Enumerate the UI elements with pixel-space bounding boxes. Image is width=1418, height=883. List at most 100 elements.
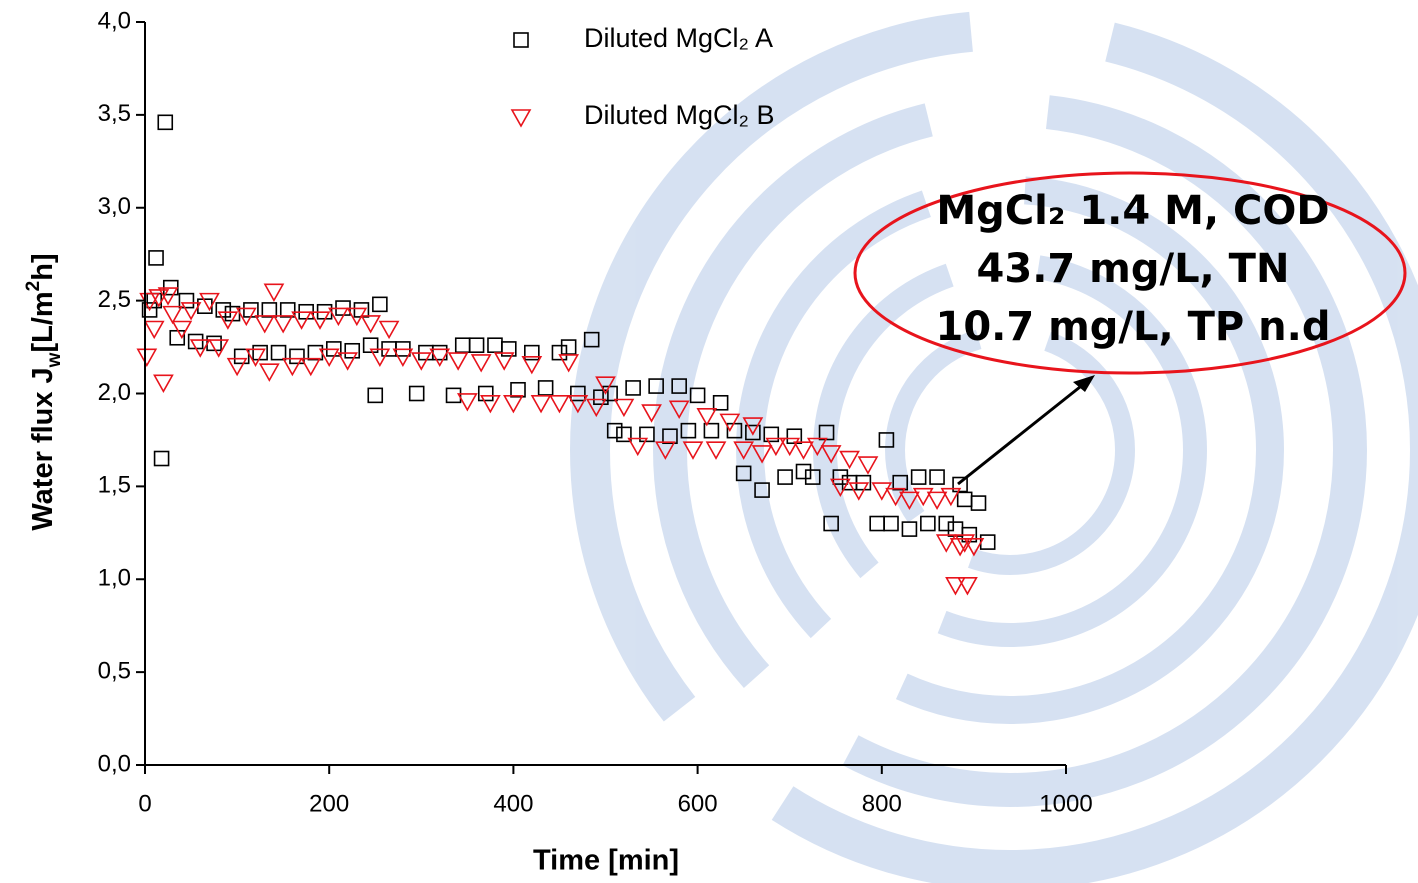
- x-tick-label: 800: [862, 790, 902, 817]
- point: [742, 417, 764, 436]
- point: [745, 424, 761, 441]
- point: [480, 394, 501, 414]
- point: [254, 315, 276, 334]
- point: [671, 378, 687, 394]
- point: [369, 348, 391, 367]
- point: [680, 422, 697, 439]
- point: [751, 445, 773, 464]
- point: [869, 515, 885, 532]
- point: [606, 422, 623, 439]
- point: [648, 378, 664, 394]
- point: [616, 426, 632, 443]
- point: [595, 376, 616, 395]
- point: [885, 487, 906, 507]
- point: [328, 307, 349, 327]
- point: [963, 538, 985, 557]
- y-tick-label: 1,0: [98, 565, 131, 592]
- point: [226, 357, 248, 377]
- point: [208, 339, 230, 358]
- point: [639, 426, 655, 443]
- point: [272, 315, 294, 334]
- point: [613, 398, 635, 418]
- point: [935, 534, 957, 553]
- point: [654, 441, 676, 460]
- y-tick-label: 1,5: [98, 472, 131, 499]
- y-tick-label: 0,5: [98, 657, 131, 684]
- point: [585, 398, 607, 418]
- y-tick-label: 2,5: [98, 286, 131, 313]
- point: [217, 311, 239, 330]
- point: [625, 380, 641, 396]
- point: [136, 348, 158, 367]
- point: [148, 250, 164, 266]
- point: [549, 394, 570, 414]
- point: [777, 469, 793, 485]
- point: [392, 348, 414, 367]
- point: [703, 422, 720, 439]
- y-tick-label: 4,0: [98, 7, 131, 34]
- point: [892, 474, 909, 491]
- point: [524, 344, 540, 361]
- point: [270, 344, 287, 361]
- legend-symbol: [513, 32, 529, 48]
- point: [949, 538, 971, 557]
- point: [233, 348, 250, 365]
- point: [956, 491, 973, 508]
- point: [793, 441, 814, 460]
- y-tick-label: 3,0: [98, 193, 131, 220]
- x-tick-label: 400: [493, 790, 533, 817]
- point: [300, 357, 322, 377]
- point: [289, 348, 305, 365]
- point: [567, 394, 589, 414]
- point: [157, 287, 179, 306]
- point: [510, 381, 526, 398]
- point: [668, 400, 690, 419]
- point: [178, 292, 195, 309]
- point: [593, 389, 609, 406]
- point: [560, 339, 577, 355]
- point: [901, 521, 918, 537]
- point: [503, 394, 524, 414]
- point: [912, 487, 934, 507]
- point: [468, 337, 485, 354]
- x-tick-label: 0: [138, 790, 151, 817]
- point: [735, 465, 752, 482]
- point: [570, 385, 586, 402]
- point: [157, 114, 174, 131]
- point: [970, 495, 987, 511]
- y-axis-title-part: h]: [27, 253, 59, 280]
- point: [899, 491, 920, 511]
- point: [947, 521, 964, 537]
- point: [804, 469, 821, 485]
- point: [558, 354, 580, 373]
- point: [829, 478, 851, 498]
- y-axis-title-part: w: [44, 352, 65, 368]
- point: [362, 337, 379, 354]
- point: [820, 445, 842, 464]
- point: [763, 426, 780, 443]
- point: [141, 302, 158, 318]
- point: [765, 437, 787, 457]
- point: [447, 352, 469, 371]
- point: [705, 441, 727, 460]
- legend-label: Diluted MgCl₂ A: [584, 23, 773, 53]
- point: [929, 469, 945, 485]
- point: [215, 302, 232, 318]
- point: [180, 302, 202, 321]
- point: [712, 394, 729, 411]
- point: [521, 355, 543, 375]
- plot-area: [136, 114, 996, 596]
- point: [477, 385, 494, 402]
- x-tick-label: 600: [678, 790, 718, 817]
- point: [823, 515, 839, 532]
- point: [530, 394, 552, 414]
- point: [171, 320, 193, 340]
- point: [938, 515, 955, 532]
- point: [263, 283, 285, 302]
- background-swirl: [570, 10, 1418, 883]
- annotation-text: 43.7 mg/L, TN: [977, 246, 1290, 292]
- point: [641, 404, 662, 423]
- point: [719, 413, 741, 432]
- point: [795, 463, 812, 480]
